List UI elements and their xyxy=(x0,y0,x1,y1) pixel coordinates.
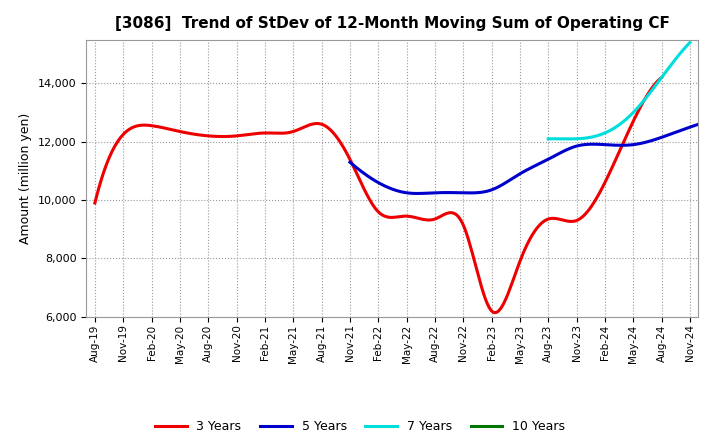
Y-axis label: Amount (million yen): Amount (million yen) xyxy=(19,113,32,244)
Legend: 3 Years, 5 Years, 7 Years, 10 Years: 3 Years, 5 Years, 7 Years, 10 Years xyxy=(150,415,570,438)
Title: [3086]  Trend of StDev of 12-Month Moving Sum of Operating CF: [3086] Trend of StDev of 12-Month Moving… xyxy=(115,16,670,32)
